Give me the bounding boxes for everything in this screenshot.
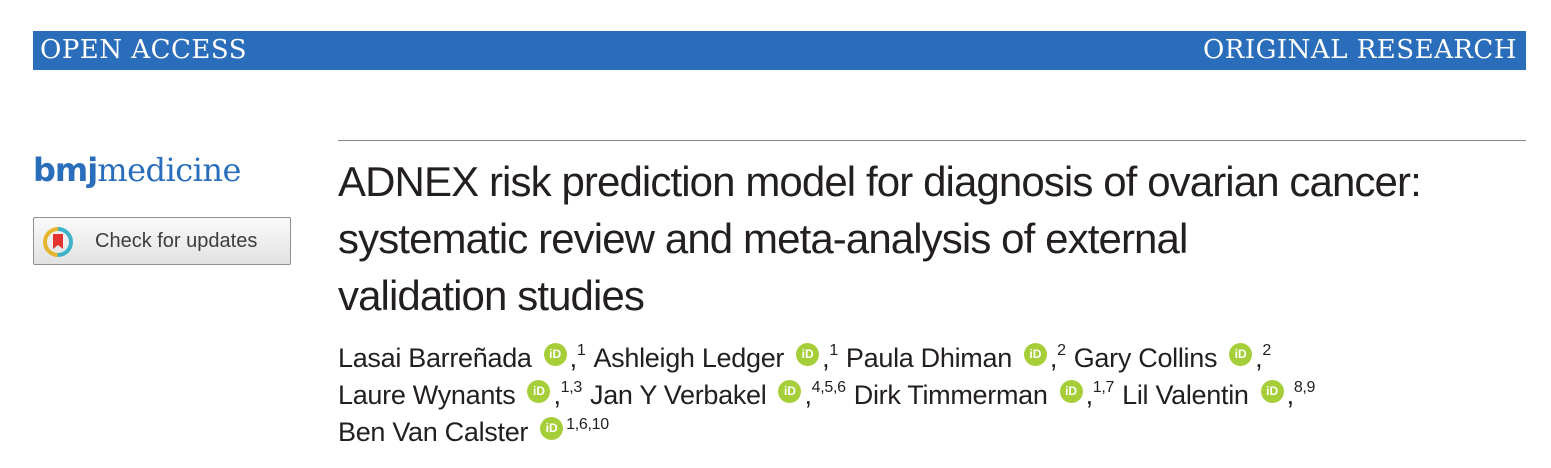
check-for-updates-button[interactable]: Check for updates <box>33 217 291 265</box>
orcid-icon[interactable] <box>778 380 802 403</box>
author-name[interactable]: Gary Collins <box>1073 343 1218 373</box>
journal-logo: bmjmedicine <box>33 151 241 189</box>
author-separator: , <box>822 343 830 373</box>
author-separator: , <box>804 380 812 410</box>
orcid-icon[interactable] <box>527 380 551 403</box>
affiliation-marker[interactable]: 8,9 <box>1293 379 1316 396</box>
open-access-label: OPEN ACCESS <box>40 35 248 65</box>
author-line: Ben Van Calster 1,6,10 <box>338 414 1323 451</box>
orcid-icon[interactable] <box>796 343 820 366</box>
affiliation-marker[interactable]: 4,5,6 <box>811 379 846 396</box>
author-separator: , <box>1085 380 1094 410</box>
title-line: systematic review and meta-analysis of e… <box>338 215 1188 262</box>
title-line: validation studies <box>338 272 645 319</box>
author-name[interactable]: Ashleigh Ledger <box>593 343 785 373</box>
article-type-label: ORIGINAL RESEARCH <box>1202 35 1517 65</box>
article-title: ADNEX risk prediction model for diagnosi… <box>338 153 1518 324</box>
orcid-icon[interactable] <box>1059 380 1083 403</box>
orcid-icon[interactable] <box>1229 343 1253 366</box>
affiliation-marker[interactable]: 2 <box>1057 342 1066 359</box>
orcid-icon[interactable] <box>543 343 567 366</box>
affiliation-marker[interactable]: 1 <box>829 342 838 359</box>
title-divider <box>338 140 1526 141</box>
author-name[interactable]: Dirk Timmerman <box>853 380 1048 410</box>
affiliation-marker[interactable]: 1,3 <box>560 379 583 396</box>
logo-bmj: bmj <box>33 151 98 189</box>
check-for-updates-label: Check for updates <box>95 230 258 252</box>
orcid-icon[interactable] <box>540 417 564 440</box>
orcid-icon[interactable] <box>1023 343 1047 366</box>
affiliation-marker[interactable]: 2 <box>1262 342 1271 359</box>
author-separator: , <box>569 343 578 373</box>
orcid-icon[interactable] <box>1260 380 1284 403</box>
crossmark-icon <box>43 227 73 257</box>
author-name[interactable]: Ben Van Calster <box>338 417 529 447</box>
author-separator: , <box>1286 380 1295 410</box>
author-name[interactable]: Lil Valentin <box>1122 380 1249 410</box>
title-line: ADNEX risk prediction model for diagnosi… <box>338 158 1422 205</box>
author-separator: , <box>1049 343 1058 373</box>
affiliation-marker[interactable]: 1,6,10 <box>566 416 609 433</box>
author-separator: , <box>553 380 561 410</box>
author-separator: , <box>1255 343 1263 373</box>
affiliation-marker[interactable]: 1 <box>576 342 586 359</box>
author-name[interactable]: Paula Dhiman <box>845 343 1012 373</box>
author-name[interactable]: Lasai Barreñada <box>338 343 532 373</box>
author-name[interactable]: Jan Y Verbakel <box>590 380 767 410</box>
journal-banner: OPEN ACCESS ORIGINAL RESEARCH <box>33 31 1526 70</box>
logo-medicine: medicine <box>97 151 241 189</box>
affiliation-marker[interactable]: 1,7 <box>1092 379 1115 396</box>
author-name[interactable]: Laure Wynants <box>338 380 516 410</box>
